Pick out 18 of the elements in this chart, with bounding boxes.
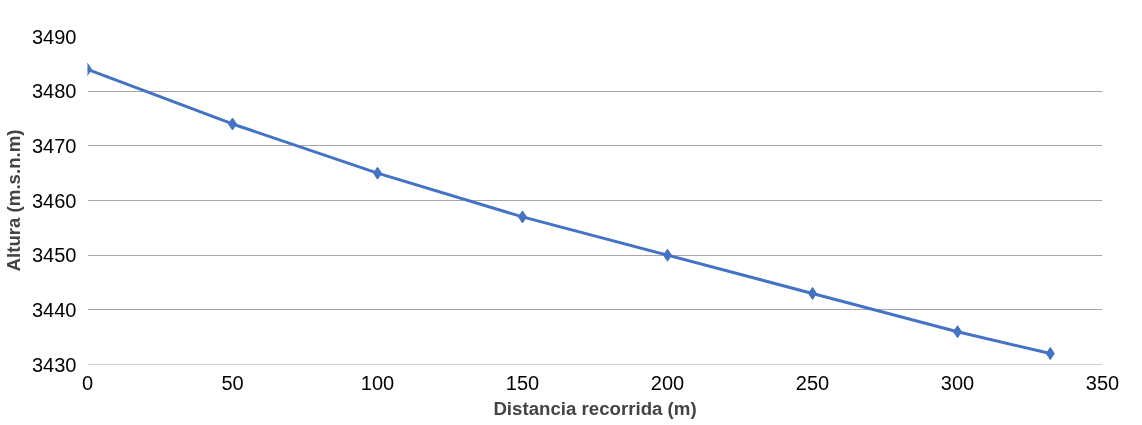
y-tick-label: 3430 [32, 353, 77, 376]
x-tick-label: 250 [795, 371, 830, 394]
y-axis-title: Altura (m.s.n.m) [3, 129, 25, 272]
x-tick-label: 300 [940, 371, 975, 394]
x-tick-label: 350 [1085, 371, 1120, 394]
point [1045, 347, 1055, 361]
x-axis-title: Distancia recorrida (m) [493, 397, 697, 419]
x-tick-label: 50 [221, 371, 244, 394]
x-tick-label: 150 [505, 371, 540, 394]
x-tick-label: 100 [360, 371, 395, 394]
y-tick-label: 3450 [32, 244, 77, 267]
x-tick-label: 0 [81, 371, 94, 394]
y-tick-label: 3460 [32, 189, 77, 212]
y-tick-label: 3470 [32, 134, 77, 157]
y-tick-label: 3440 [32, 298, 77, 321]
y-tick-label: 3490 [32, 25, 77, 48]
y-tick-label: 3480 [32, 80, 77, 103]
x-tick-label: 200 [650, 371, 685, 394]
